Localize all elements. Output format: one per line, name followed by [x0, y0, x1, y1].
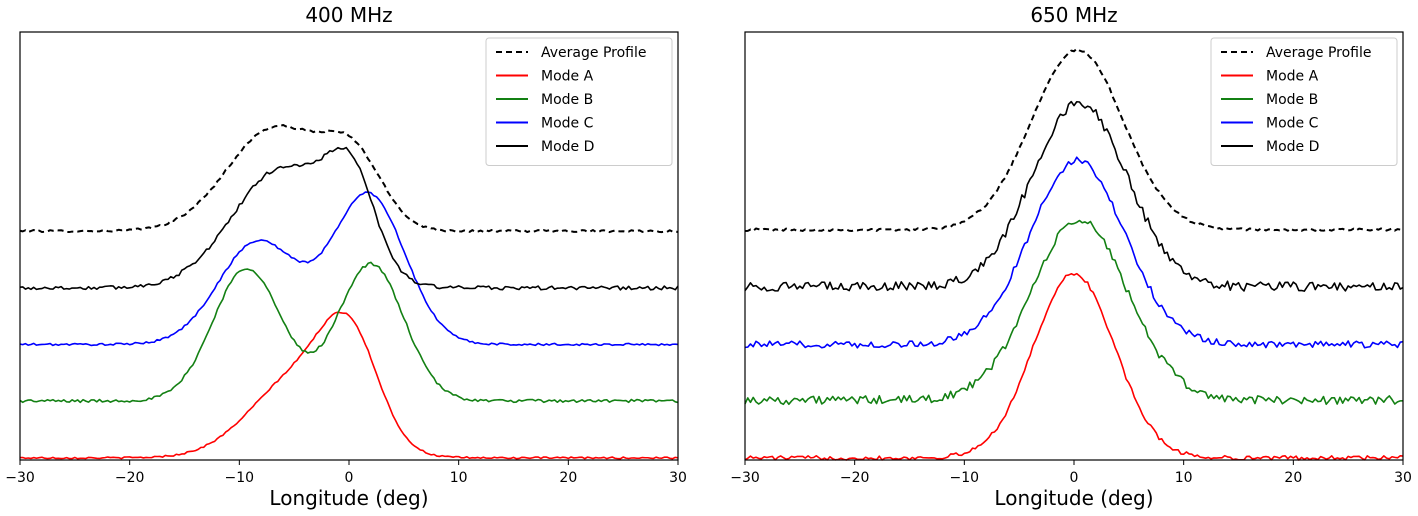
legend-entry-label: Average Profile — [1266, 45, 1371, 61]
x-tick-label: −30 — [5, 470, 35, 486]
series-line-mode-c — [19, 191, 679, 347]
panel-title: 650 MHz — [1030, 3, 1117, 27]
x-tick-label: 20 — [559, 470, 577, 486]
legend-entry-label: Mode B — [1266, 92, 1318, 108]
series-line-average-profile — [744, 47, 1404, 232]
plot-area — [744, 47, 1404, 461]
series-line-mode-b — [19, 261, 679, 404]
x-tick-label: 10 — [450, 470, 468, 486]
x-tick-label: −20 — [840, 470, 870, 486]
x-tick-label: 10 — [1175, 470, 1193, 486]
legend-entry-label: Mode B — [541, 92, 593, 108]
legend: Average Profile Mode A Mode B Mode C Mode D — [1210, 37, 1398, 166]
legend-entry-label: Mode D — [541, 139, 594, 155]
x-tick-label: 0 — [1070, 470, 1079, 486]
x-tick-label: 0 — [345, 470, 354, 486]
x-tick-label: −10 — [950, 470, 980, 486]
series-line-mode-d — [19, 146, 679, 291]
legend-box — [1210, 37, 1398, 166]
series-line-mode-b — [744, 219, 1404, 406]
x-tick-label: −20 — [115, 470, 145, 486]
legend: Average Profile Mode A Mode B Mode C Mode D — [485, 37, 673, 166]
legend-entry-label: Mode D — [1266, 139, 1319, 155]
legend-box — [485, 37, 673, 166]
plot-area — [19, 124, 679, 460]
x-axis-ticks: −30 −20 −10 0 10 20 30 — [730, 460, 1412, 486]
x-axis-label: Longitude (deg) — [994, 486, 1153, 510]
panel-400mhz: 400 MHz −30 −20 −10 0 10 20 30 Longitude (deg)… — [5, 3, 687, 510]
panel-title: 400 MHz — [305, 3, 392, 27]
series-line-average-profile — [19, 124, 679, 234]
x-tick-label: 20 — [1284, 470, 1302, 486]
legend-entry-label: Mode C — [541, 116, 594, 132]
series-line-mode-d — [744, 100, 1404, 292]
x-axis-label: Longitude (deg) — [269, 486, 428, 510]
legend-entry-label: Mode A — [1266, 69, 1319, 85]
legend-entry-label: Mode C — [1266, 116, 1319, 132]
legend-entry-label: Average Profile — [541, 45, 646, 61]
panel-650mhz: 650 MHz −30 −20 −10 0 10 20 30 Longitude (deg)… — [730, 3, 1412, 510]
legend-entry-label: Mode A — [541, 69, 594, 85]
series-line-mode-a — [744, 272, 1404, 461]
series-line-mode-c — [744, 156, 1404, 349]
x-tick-label: −30 — [730, 470, 760, 486]
x-tick-label: 30 — [1394, 470, 1412, 486]
x-tick-label: −10 — [225, 470, 255, 486]
x-tick-label: 30 — [669, 470, 687, 486]
x-axis-ticks: −30 −20 −10 0 10 20 30 — [5, 460, 687, 486]
series-line-mode-a — [19, 311, 679, 460]
